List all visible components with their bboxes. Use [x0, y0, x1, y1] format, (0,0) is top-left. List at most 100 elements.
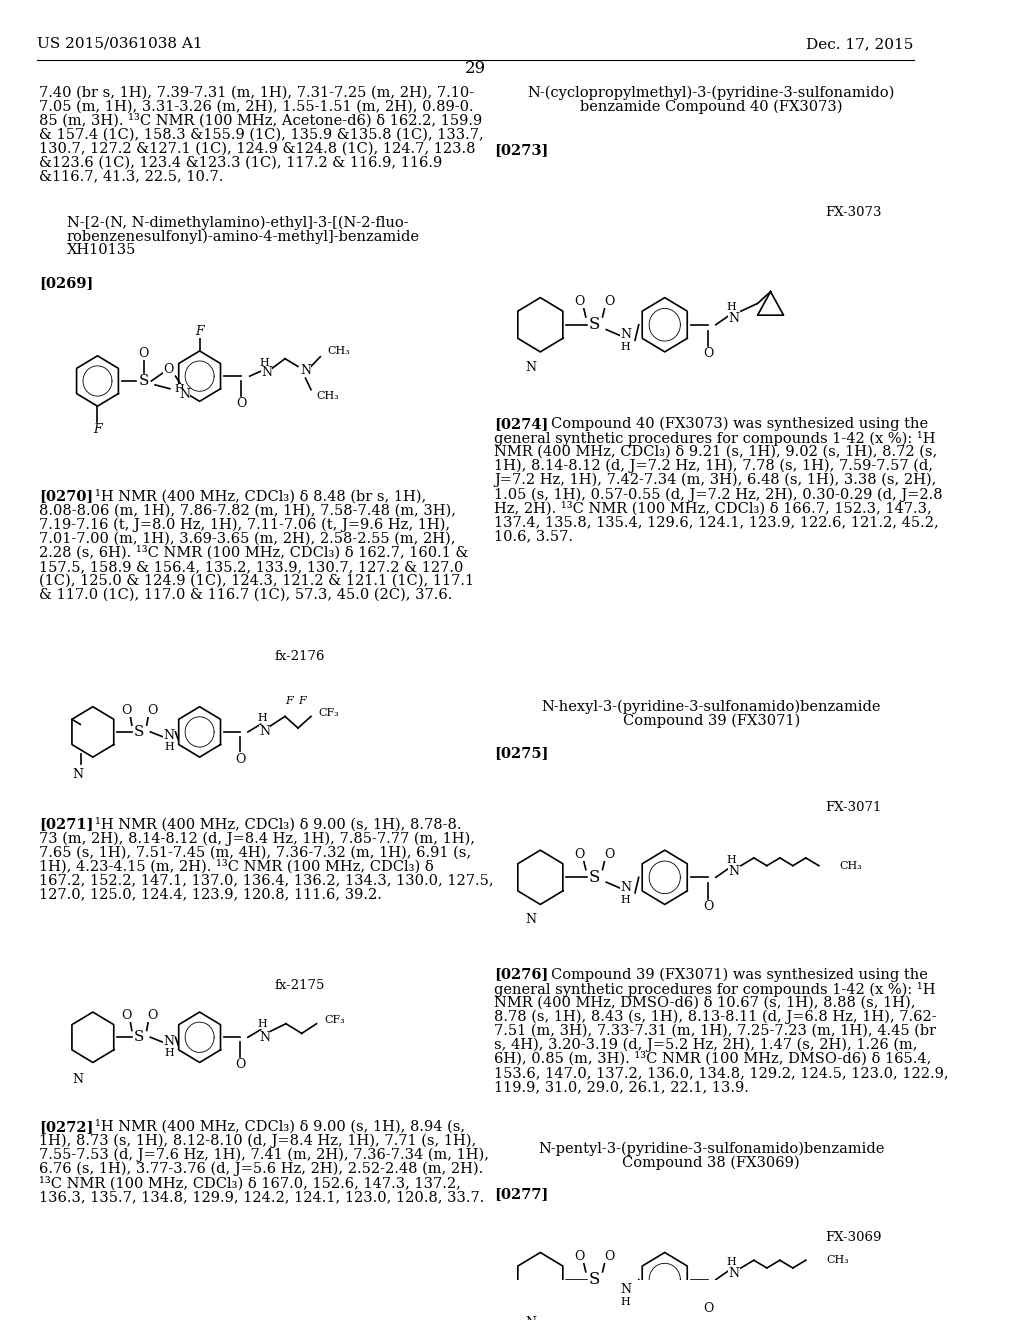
Text: CH₃: CH₃	[328, 346, 350, 356]
Text: S: S	[134, 725, 144, 739]
Text: 127.0, 125.0, 124.4, 123.9, 120.8, 111.6, 39.2.: 127.0, 125.0, 124.4, 123.9, 120.8, 111.6…	[39, 887, 382, 902]
Text: N: N	[164, 1035, 174, 1048]
Text: O: O	[604, 1250, 614, 1263]
Text: robenzenesulfonyl)-amino-4-methyl]-benzamide: robenzenesulfonyl)-amino-4-methyl]-benza…	[67, 230, 420, 244]
Text: N: N	[300, 364, 311, 376]
Text: S: S	[589, 317, 600, 333]
Text: general synthetic procedures for compounds 1-42 (x %): ¹H: general synthetic procedures for compoun…	[494, 982, 935, 997]
Text: H: H	[164, 742, 174, 752]
Text: S: S	[138, 374, 150, 388]
Text: O: O	[163, 363, 173, 376]
Text: [0274]: [0274]	[494, 417, 548, 430]
Text: N: N	[164, 729, 174, 742]
Text: 7.65 (s, 1H), 7.51-7.45 (m, 4H), 7.36-7.32 (m, 1H), 6.91 (s,: 7.65 (s, 1H), 7.51-7.45 (m, 4H), 7.36-7.…	[39, 845, 471, 859]
Text: s, 4H), 3.20-3.19 (d, J=5.2 Hz, 2H), 1.47 (s, 2H), 1.26 (m,: s, 4H), 3.20-3.19 (d, J=5.2 Hz, 2H), 1.4…	[494, 1038, 918, 1052]
Text: &116.7, 41.3, 22.5, 10.7.: &116.7, 41.3, 22.5, 10.7.	[39, 170, 223, 183]
Text: 157.5, 158.9 & 156.4, 135.2, 133.9, 130.7, 127.2 & 127.0: 157.5, 158.9 & 156.4, 135.2, 133.9, 130.…	[39, 560, 464, 574]
Text: O: O	[147, 1010, 158, 1023]
Text: Dec. 17, 2015: Dec. 17, 2015	[806, 37, 913, 51]
Text: F: F	[298, 696, 305, 706]
Text: N: N	[525, 913, 537, 927]
Text: Compound 39 (FX3071) was synthesized using the: Compound 39 (FX3071) was synthesized usi…	[552, 968, 929, 982]
Text: ¹H NMR (400 MHz, CDCl₃) δ 8.48 (br s, 1H),: ¹H NMR (400 MHz, CDCl₃) δ 8.48 (br s, 1H…	[94, 490, 426, 504]
Text: 29: 29	[465, 61, 486, 77]
Text: [0271]: [0271]	[39, 817, 93, 832]
Text: N: N	[525, 360, 537, 374]
Text: N: N	[728, 313, 739, 326]
Text: O: O	[121, 704, 131, 717]
Text: [0272]: [0272]	[39, 1119, 93, 1134]
Text: N: N	[621, 327, 631, 341]
Text: CH₃: CH₃	[840, 861, 862, 871]
Text: N: N	[621, 880, 631, 894]
Text: [0269]: [0269]	[39, 276, 93, 290]
Text: ¹H NMR (400 MHz, CDCl₃) δ 9.00 (s, 1H), 8.94 (s,: ¹H NMR (400 MHz, CDCl₃) δ 9.00 (s, 1H), …	[94, 1119, 465, 1134]
Text: ¹³C NMR (100 MHz, CDCl₃) δ 167.0, 152.6, 147.3, 137.2,: ¹³C NMR (100 MHz, CDCl₃) δ 167.0, 152.6,…	[39, 1176, 461, 1191]
Text: XH10135: XH10135	[67, 243, 136, 257]
Text: N: N	[728, 865, 739, 878]
Text: N: N	[621, 1283, 631, 1296]
Text: S: S	[589, 869, 600, 886]
Text: F: F	[93, 422, 101, 436]
Text: FX-3069: FX-3069	[825, 1232, 882, 1245]
Text: 1H), 4.23-4.15 (m, 2H). ¹³C NMR (100 MHz, CDCl₃) δ: 1H), 4.23-4.15 (m, 2H). ¹³C NMR (100 MHz…	[39, 859, 434, 874]
Text: S: S	[134, 1031, 144, 1044]
Text: H: H	[621, 342, 631, 352]
Text: N-(cyclopropylmethyl)-3-(pyridine-3-sulfonamido): N-(cyclopropylmethyl)-3-(pyridine-3-sulf…	[527, 86, 895, 100]
Text: NMR (400 MHz, CDCl₃) δ 9.21 (s, 1H), 9.02 (s, 1H), 8.72 (s,: NMR (400 MHz, CDCl₃) δ 9.21 (s, 1H), 9.0…	[494, 445, 937, 459]
Text: H: H	[258, 1019, 267, 1028]
Text: [0275]: [0275]	[494, 746, 549, 760]
Text: 10.6, 3.57.: 10.6, 3.57.	[494, 529, 572, 544]
Text: N: N	[525, 1316, 537, 1320]
Text: O: O	[604, 847, 614, 861]
Text: Compound 38 (FX3069): Compound 38 (FX3069)	[623, 1156, 800, 1171]
Text: & 157.4 (1C), 158.3 &155.9 (1C), 135.9 &135.8 (1C), 133.7,: & 157.4 (1C), 158.3 &155.9 (1C), 135.9 &…	[39, 128, 483, 141]
Text: O: O	[703, 900, 714, 913]
Text: 2.28 (s, 6H). ¹³C NMR (100 MHz, CDCl₃) δ 162.7, 160.1 &: 2.28 (s, 6H). ¹³C NMR (100 MHz, CDCl₃) δ…	[39, 545, 469, 560]
Text: benzamide Compound 40 (FX3073): benzamide Compound 40 (FX3073)	[580, 99, 843, 114]
Text: [0277]: [0277]	[494, 1188, 548, 1201]
Text: CH₃: CH₃	[826, 1255, 849, 1266]
Text: N: N	[259, 726, 270, 738]
Text: 8.08-8.06 (m, 1H), 7.86-7.82 (m, 1H), 7.58-7.48 (m, 3H),: 8.08-8.06 (m, 1H), 7.86-7.82 (m, 1H), 7.…	[39, 504, 456, 517]
Text: [0276]: [0276]	[494, 968, 548, 982]
Text: F: F	[285, 696, 293, 706]
Text: N: N	[73, 1073, 84, 1086]
Text: Compound 40 (FX3073) was synthesized using the: Compound 40 (FX3073) was synthesized usi…	[552, 417, 929, 432]
Text: O: O	[574, 294, 585, 308]
Text: 167.2, 152.2, 147.1, 137.0, 136.4, 136.2, 134.3, 130.0, 127.5,: 167.2, 152.2, 147.1, 137.0, 136.4, 136.2…	[39, 874, 494, 887]
Text: CH₃: CH₃	[316, 391, 339, 400]
Text: 7.40 (br s, 1H), 7.39-7.31 (m, 1H), 7.31-7.25 (m, 2H), 7.10-: 7.40 (br s, 1H), 7.39-7.31 (m, 1H), 7.31…	[39, 86, 474, 99]
Text: H: H	[258, 713, 267, 723]
Text: H: H	[727, 1257, 736, 1267]
Text: J=7.2 Hz, 1H), 7.42-7.34 (m, 3H), 6.48 (s, 1H), 3.38 (s, 2H),: J=7.2 Hz, 1H), 7.42-7.34 (m, 3H), 6.48 (…	[494, 473, 936, 487]
Text: S: S	[589, 1271, 600, 1288]
Text: 119.9, 31.0, 29.0, 26.1, 22.1, 13.9.: 119.9, 31.0, 29.0, 26.1, 22.1, 13.9.	[494, 1080, 749, 1094]
Text: N: N	[728, 1267, 739, 1280]
Text: N: N	[73, 768, 84, 781]
Text: H: H	[621, 895, 631, 904]
Text: O: O	[121, 1010, 131, 1023]
Text: 1H), 8.14-8.12 (d, J=7.2 Hz, 1H), 7.78 (s, 1H), 7.59-7.57 (d,: 1H), 8.14-8.12 (d, J=7.2 Hz, 1H), 7.78 (…	[494, 459, 933, 474]
Text: 6H), 0.85 (m, 3H). ¹³C NMR (100 MHz, DMSO-d6) δ 165.4,: 6H), 0.85 (m, 3H). ¹³C NMR (100 MHz, DMS…	[494, 1052, 931, 1067]
Text: CF₃: CF₃	[318, 708, 339, 718]
Text: N: N	[179, 388, 190, 401]
Text: O: O	[574, 1250, 585, 1263]
Text: 153.6, 147.0, 137.2, 136.0, 134.8, 129.2, 124.5, 123.0, 122.9,: 153.6, 147.0, 137.2, 136.0, 134.8, 129.2…	[494, 1065, 948, 1080]
Text: 7.51 (m, 3H), 7.33-7.31 (m, 1H), 7.25-7.23 (m, 1H), 4.45 (br: 7.51 (m, 3H), 7.33-7.31 (m, 1H), 7.25-7.…	[494, 1024, 936, 1038]
Text: H: H	[260, 358, 269, 367]
Text: O: O	[147, 704, 158, 717]
Text: O: O	[574, 847, 585, 861]
Text: (1C), 125.0 & 124.9 (1C), 124.3, 121.2 & 121.1 (1C), 117.1: (1C), 125.0 & 124.9 (1C), 124.3, 121.2 &…	[39, 574, 474, 587]
Text: general synthetic procedures for compounds 1-42 (x %): ¹H: general synthetic procedures for compoun…	[494, 430, 935, 446]
Text: N: N	[261, 366, 272, 379]
Text: 136.3, 135.7, 134.8, 129.9, 124.2, 124.1, 123.0, 120.8, 33.7.: 136.3, 135.7, 134.8, 129.9, 124.2, 124.1…	[39, 1189, 484, 1204]
Text: 7.01-7.00 (m, 1H), 3.69-3.65 (m, 2H), 2.58-2.55 (m, 2H),: 7.01-7.00 (m, 1H), 3.69-3.65 (m, 2H), 2.…	[39, 532, 456, 545]
Text: 7.19-7.16 (t, J=8.0 Hz, 1H), 7.11-7.06 (t, J=9.6 Hz, 1H),: 7.19-7.16 (t, J=8.0 Hz, 1H), 7.11-7.06 (…	[39, 517, 451, 532]
Text: 130.7, 127.2 &127.1 (1C), 124.9 &124.8 (1C), 124.7, 123.8: 130.7, 127.2 &127.1 (1C), 124.9 &124.8 (…	[39, 141, 475, 156]
Text: O: O	[703, 347, 714, 360]
Text: O: O	[237, 397, 247, 409]
Text: O: O	[604, 294, 614, 308]
Text: ¹H NMR (400 MHz, CDCl₃) δ 9.00 (s, 1H), 8.78-8.: ¹H NMR (400 MHz, CDCl₃) δ 9.00 (s, 1H), …	[94, 817, 461, 832]
Text: H: H	[727, 855, 736, 865]
